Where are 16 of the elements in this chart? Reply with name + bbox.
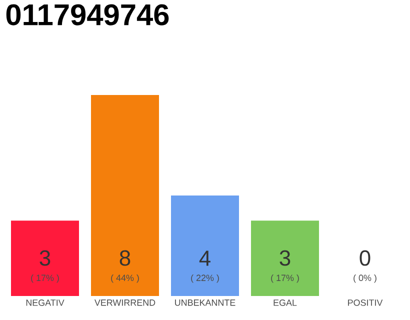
x-tick-label: VERWIRREND: [94, 300, 156, 306]
data-label: 0: [360, 250, 370, 266]
annotation: ( 44% ): [111, 274, 139, 283]
annotation: ( 22% ): [191, 274, 219, 283]
data-label: 3: [40, 250, 50, 266]
annotation: ( 0% ): [354, 274, 376, 283]
data-label: 3: [280, 250, 290, 266]
data-label: 8: [120, 250, 130, 266]
annotation: ( 17% ): [31, 274, 59, 283]
x-tick-label: NEGATIV: [26, 300, 64, 306]
chart-title: 0117949746: [6, 4, 169, 26]
x-tick-label: POSITIV: [348, 300, 383, 306]
annotation: ( 17% ): [271, 274, 299, 283]
x-tick-label: UNBEKANNTE: [175, 300, 236, 306]
data-label: 4: [199, 250, 210, 266]
x-tick-label: EGAL: [274, 300, 297, 306]
